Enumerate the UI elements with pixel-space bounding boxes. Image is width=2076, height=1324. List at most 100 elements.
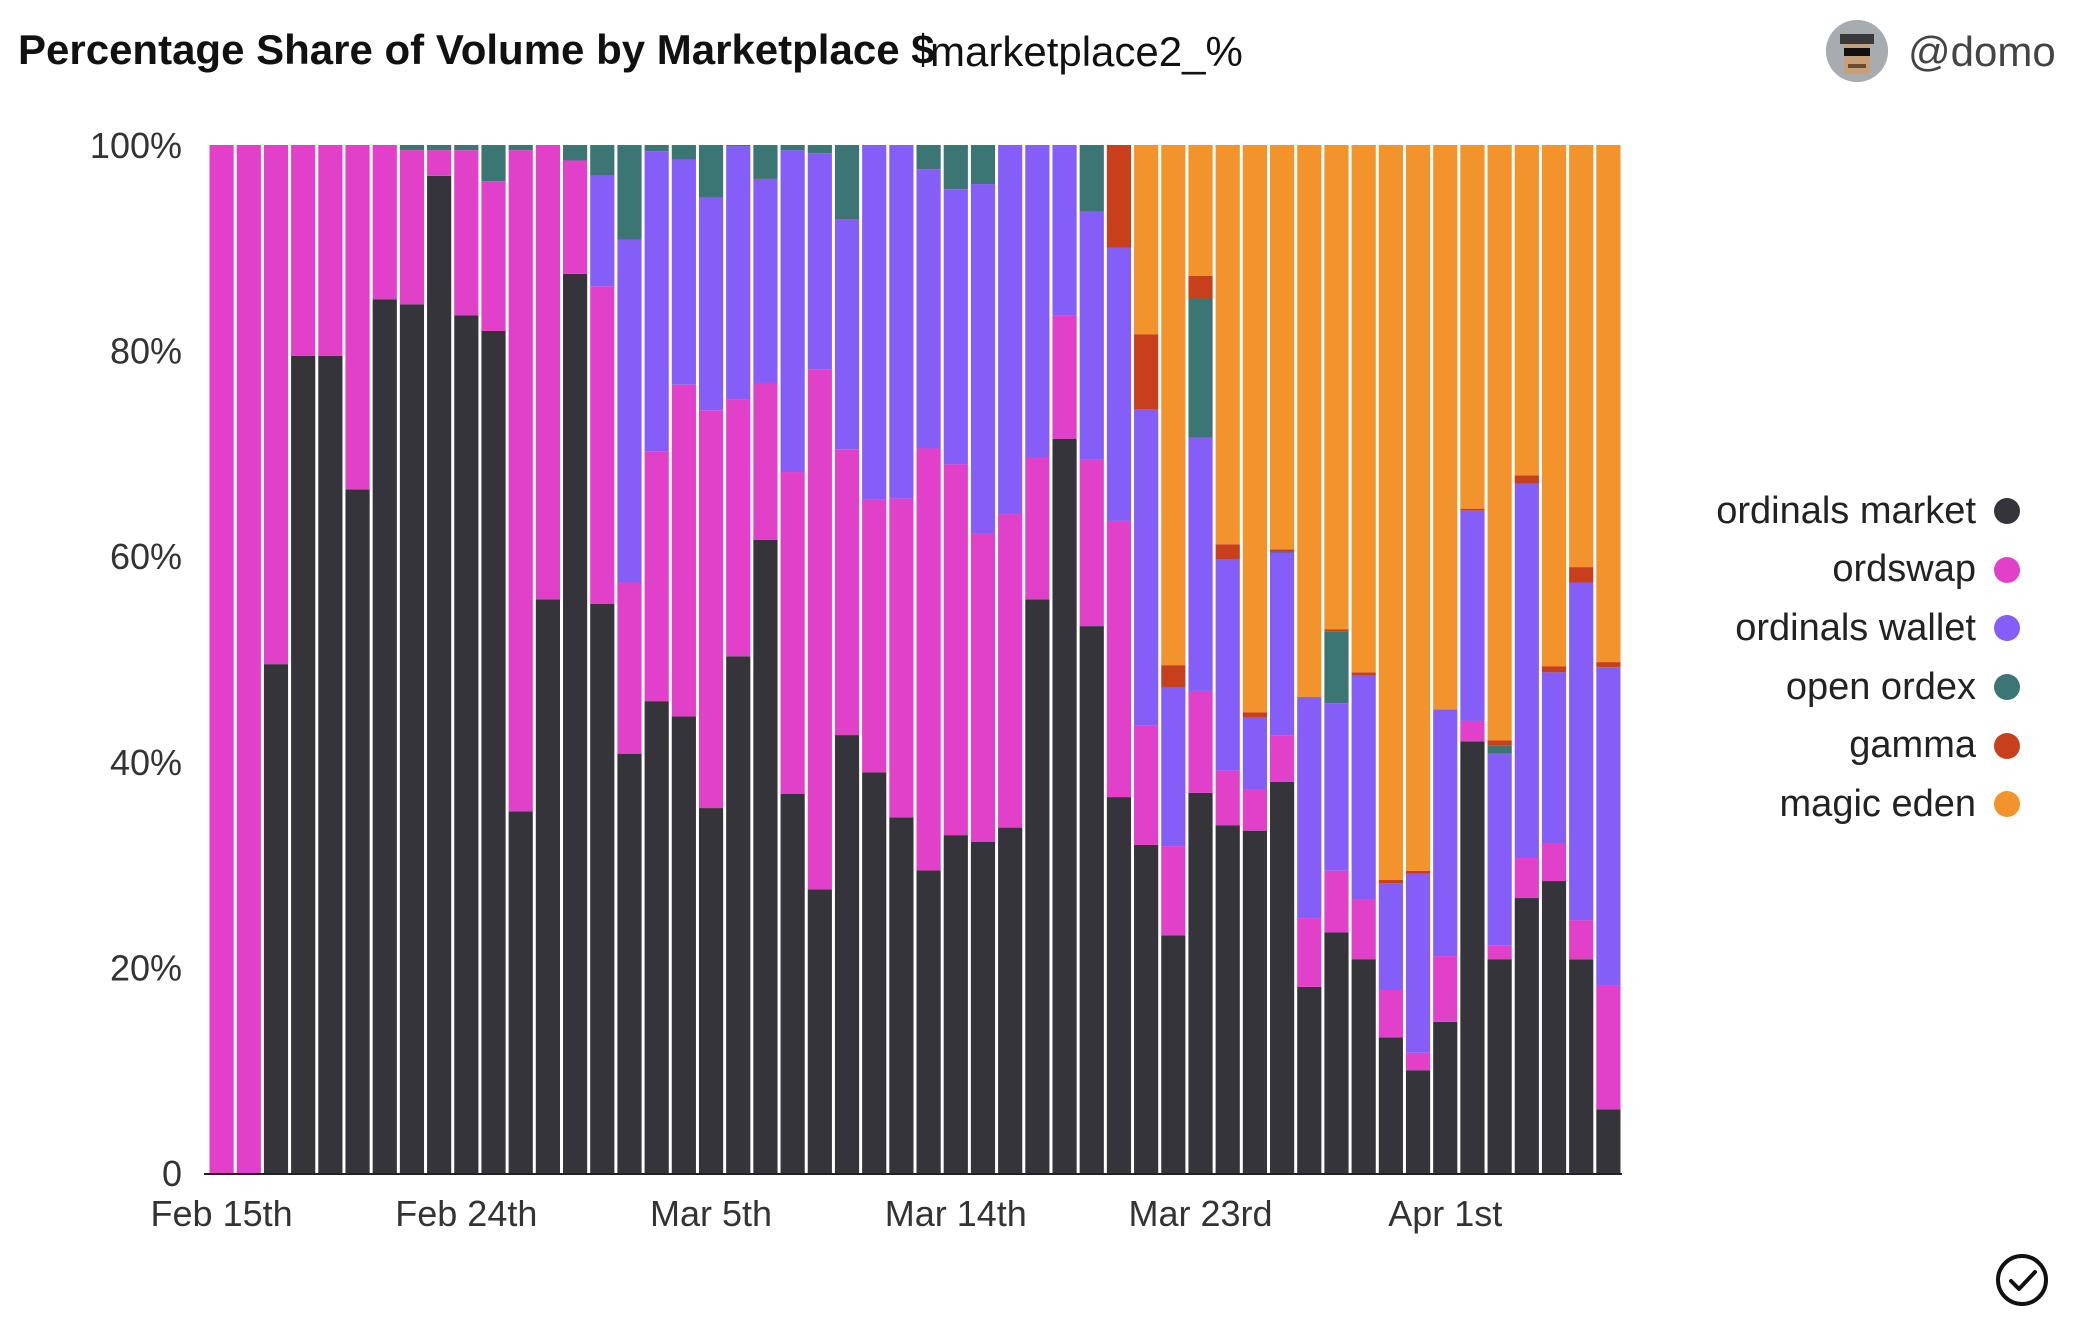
bar-segment-ordswap[interactable] xyxy=(998,514,1023,828)
bar-segment-open-ordex[interactable] xyxy=(698,145,724,198)
bar-segment-ordswap[interactable] xyxy=(753,383,778,540)
bar-segment-open-ordex[interactable] xyxy=(1270,551,1295,553)
bar-segment-ordinals-wallet[interactable] xyxy=(970,184,996,534)
bar-segment-ordswap[interactable] xyxy=(1242,789,1267,831)
bar-segment-ordswap[interactable] xyxy=(644,451,669,702)
bar-segment-ordinals-wallet[interactable] xyxy=(916,169,941,449)
bar-segment-ordinals-market[interactable] xyxy=(291,355,316,1173)
bar-segment-ordinals-wallet[interactable] xyxy=(1188,437,1213,691)
bar-segment-ordinals-market[interactable] xyxy=(1433,1021,1458,1173)
bar-segment-ordinals-market[interactable] xyxy=(372,299,397,1173)
bar-segment-ordinals-wallet[interactable] xyxy=(1025,145,1050,458)
bar-segment-ordswap[interactable] xyxy=(263,145,289,665)
bar-segment-magic-eden[interactable] xyxy=(1596,145,1621,663)
bar-segment-ordswap[interactable] xyxy=(1541,843,1567,882)
legend-item-ordswap[interactable]: ordswap xyxy=(1650,541,2020,600)
bar-segment-ordinals-market[interactable] xyxy=(1242,830,1267,1173)
bar-segment-ordinals-wallet[interactable] xyxy=(1242,717,1267,790)
bar-segment-ordswap[interactable] xyxy=(535,145,560,600)
bar-segment-ordinals-wallet[interactable] xyxy=(1541,672,1567,844)
bar-segment-ordswap[interactable] xyxy=(698,410,724,809)
bar-segment-open-ordex[interactable] xyxy=(753,145,778,179)
bar-segment-magic-eden[interactable] xyxy=(1324,145,1349,630)
bar-segment-gamma[interactable] xyxy=(1596,662,1621,668)
bar-segment-open-ordex[interactable] xyxy=(943,145,968,190)
bar-segment-ordinals-wallet[interactable] xyxy=(671,159,696,385)
bar-segment-ordswap[interactable] xyxy=(1324,870,1349,933)
bar-segment-ordswap[interactable] xyxy=(209,145,234,1173)
bar-segment-ordinals-market[interactable] xyxy=(1106,797,1132,1173)
bar-segment-open-ordex[interactable] xyxy=(508,145,533,151)
bar-segment-ordinals-wallet[interactable] xyxy=(889,145,914,499)
bar-segment-open-ordex[interactable] xyxy=(644,145,669,152)
bar-segment-ordinals-market[interactable] xyxy=(916,870,941,1173)
bar-segment-ordinals-wallet[interactable] xyxy=(1079,211,1104,460)
legend-item-ordinals-wallet[interactable]: ordinals wallet xyxy=(1650,599,2020,658)
bar-segment-magic-eden[interactable] xyxy=(1569,145,1594,568)
bar-segment-open-ordex[interactable] xyxy=(399,145,425,151)
bar-segment-open-ordex[interactable] xyxy=(427,145,452,151)
bar-segment-ordinals-market[interactable] xyxy=(644,701,669,1173)
bar-segment-gamma[interactable] xyxy=(1188,275,1213,299)
bar-segment-ordinals-wallet[interactable] xyxy=(1161,687,1186,847)
bar-segment-magic-eden[interactable] xyxy=(1541,145,1567,667)
bar-segment-ordswap[interactable] xyxy=(563,160,588,274)
bar-segment-ordswap[interactable] xyxy=(1405,1052,1431,1071)
bar-segment-ordinals-market[interactable] xyxy=(780,793,805,1173)
legend-item-open-ordex[interactable]: open ordex xyxy=(1650,658,2020,717)
bar-segment-magic-eden[interactable] xyxy=(1161,145,1186,666)
bar-segment-ordinals-wallet[interactable] xyxy=(1215,559,1240,771)
bar-segment-ordswap[interactable] xyxy=(916,448,941,871)
bar-segment-ordswap[interactable] xyxy=(1270,735,1295,782)
bar-segment-ordswap[interactable] xyxy=(726,399,751,657)
bar-segment-ordinals-market[interactable] xyxy=(563,273,588,1173)
legend-item-gamma[interactable]: gamma xyxy=(1650,716,2020,775)
bar-segment-ordinals-market[interactable] xyxy=(1297,986,1322,1173)
bar-segment-ordinals-market[interactable] xyxy=(834,735,860,1173)
bar-segment-ordswap[interactable] xyxy=(1514,858,1539,899)
bar-segment-ordinals-wallet[interactable] xyxy=(590,175,615,287)
bar-segment-ordinals-market[interactable] xyxy=(535,599,560,1173)
bar-segment-ordinals-wallet[interactable] xyxy=(1324,703,1349,871)
bar-segment-magic-eden[interactable] xyxy=(1297,145,1322,698)
bar-segment-ordinals-market[interactable] xyxy=(1514,898,1539,1173)
bar-segment-magic-eden[interactable] xyxy=(1433,145,1458,710)
bar-segment-ordswap[interactable] xyxy=(1079,459,1104,627)
bar-segment-ordinals-market[interactable] xyxy=(753,539,778,1173)
bar-segment-ordinals-wallet[interactable] xyxy=(617,239,642,583)
bar-segment-gamma[interactable] xyxy=(1270,549,1295,552)
bar-segment-ordswap[interactable] xyxy=(372,145,397,300)
bar-segment-ordinals-wallet[interactable] xyxy=(862,145,887,500)
bar-segment-magic-eden[interactable] xyxy=(1270,145,1295,550)
bar-segment-open-ordex[interactable] xyxy=(454,145,479,151)
bar-segment-ordswap[interactable] xyxy=(345,145,370,490)
bar-segment-ordinals-wallet[interactable] xyxy=(1297,697,1322,919)
bar-segment-ordswap[interactable] xyxy=(1378,990,1403,1038)
bar-segment-ordinals-wallet[interactable] xyxy=(698,197,724,411)
bar-segment-ordinals-market[interactable] xyxy=(1487,959,1512,1173)
bar-segment-ordinals-wallet[interactable] xyxy=(780,150,805,473)
bar-segment-ordinals-wallet[interactable] xyxy=(753,178,778,384)
bar-segment-ordswap[interactable] xyxy=(807,369,832,890)
bar-segment-ordswap[interactable] xyxy=(617,582,642,754)
bar-segment-ordinals-market[interactable] xyxy=(1596,1109,1621,1173)
bar-segment-ordswap[interactable] xyxy=(1161,846,1186,936)
bar-segment-gamma[interactable] xyxy=(1405,870,1431,874)
bar-segment-ordinals-market[interactable] xyxy=(508,811,533,1173)
bar-segment-ordswap[interactable] xyxy=(399,150,425,305)
bar-segment-open-ordex[interactable] xyxy=(590,145,615,176)
bar-segment-gamma[interactable] xyxy=(1514,475,1539,484)
bar-segment-ordswap[interactable] xyxy=(1596,985,1621,1110)
bar-segment-ordinals-market[interactable] xyxy=(1405,1070,1431,1173)
bar-segment-ordinals-wallet[interactable] xyxy=(834,219,860,450)
bar-segment-ordinals-wallet[interactable] xyxy=(644,151,669,452)
bar-segment-gamma[interactable] xyxy=(1378,880,1403,884)
bar-segment-ordinals-wallet[interactable] xyxy=(998,145,1023,515)
bar-segment-ordinals-market[interactable] xyxy=(1188,792,1213,1173)
bar-segment-ordswap[interactable] xyxy=(889,498,914,818)
bar-segment-ordswap[interactable] xyxy=(1460,720,1485,742)
bar-segment-ordinals-market[interactable] xyxy=(998,827,1023,1173)
bar-segment-ordswap[interactable] xyxy=(427,150,452,176)
bar-segment-ordinals-market[interactable] xyxy=(263,664,289,1173)
bar-segment-magic-eden[interactable] xyxy=(1134,145,1159,335)
